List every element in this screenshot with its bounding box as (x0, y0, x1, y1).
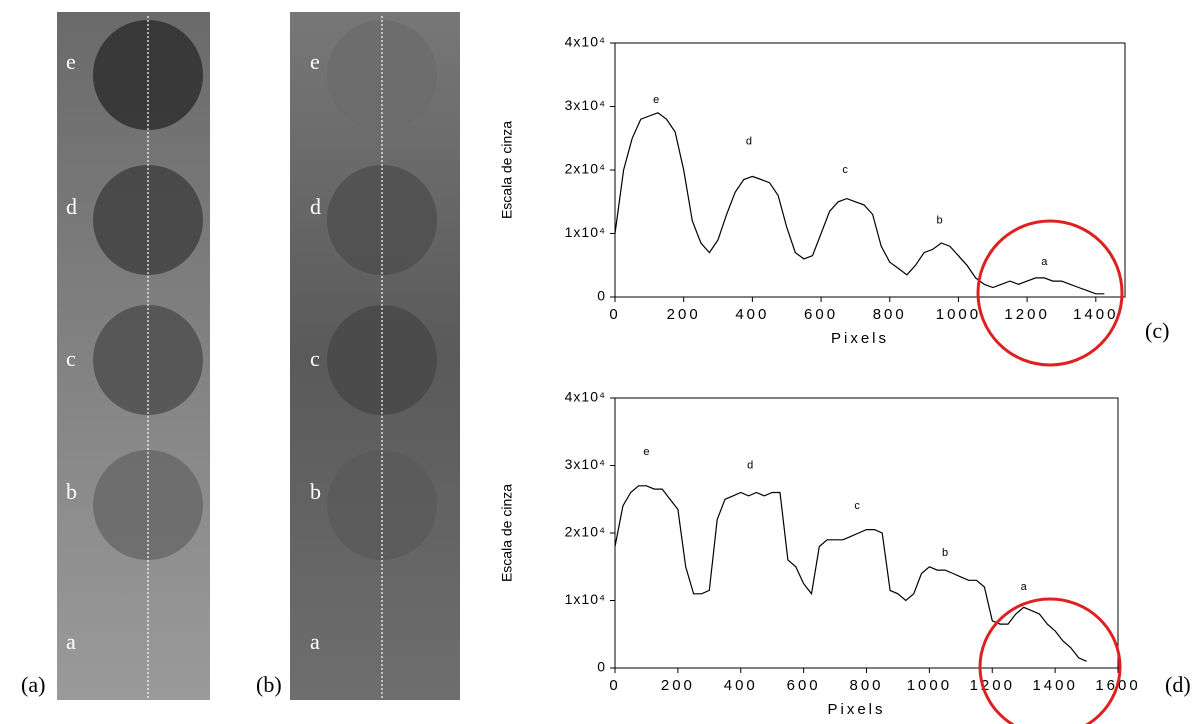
y-tick-label: 3x10⁴ (565, 456, 606, 472)
x-tick-label: 1200 (970, 677, 1015, 694)
spot-label: c (310, 346, 320, 371)
peak-label: d (747, 459, 753, 471)
y-axis-label: Escala de cinza (499, 484, 515, 582)
spot-label: a (66, 629, 76, 654)
peak-label: e (643, 446, 649, 458)
highlight-circle (978, 597, 1122, 724)
profile-line (614, 112, 1105, 295)
spot-label: d (310, 194, 321, 219)
x-tick-label: 1000 (907, 677, 952, 694)
profile-line (614, 485, 1087, 662)
peak-label: d (746, 135, 752, 147)
highlight-circle (976, 219, 1124, 367)
y-tick-label: 2x10⁴ (565, 524, 606, 540)
x-tick-label: 800 (849, 677, 883, 694)
peak-label: b (936, 215, 942, 227)
y-tick-label: 1x10⁴ (565, 591, 606, 607)
x-axis-label: Pixels (827, 701, 885, 718)
x-tick-label: 1000 (936, 306, 981, 323)
y-tick-label: 0 (597, 288, 606, 304)
plot-frame (614, 397, 1119, 669)
x-tick-label: 200 (661, 677, 695, 694)
x-tick-label: 800 (873, 306, 907, 323)
peak-label: c (854, 500, 860, 512)
panel-label: (d) (1165, 672, 1191, 697)
x-axis-label: Pixels (831, 330, 889, 347)
x-tick-label: 200 (667, 306, 701, 323)
x-tick-label: 400 (724, 677, 758, 694)
y-tick-label: 4x10⁴ (565, 389, 606, 405)
x-tick-label: 600 (787, 677, 821, 694)
panel-label: (a) (21, 672, 45, 697)
panel-label: (c) (1145, 318, 1169, 343)
x-tick-label: 0 (609, 677, 620, 694)
y-axis-label: Escala de cinza (499, 121, 515, 219)
x-tick-label: 400 (735, 306, 769, 323)
spot (93, 20, 203, 130)
peak-label: e (653, 94, 659, 106)
peak-label: a (1041, 256, 1048, 268)
y-tick-label: 0 (597, 659, 606, 675)
spot-label: e (310, 49, 320, 74)
y-tick-label: 4x10⁴ (565, 34, 606, 50)
x-tick-label: 600 (804, 306, 838, 323)
spot-label: a (310, 629, 320, 654)
spot-label: c (66, 346, 76, 371)
y-tick-label: 3x10⁴ (565, 97, 606, 113)
spot-label: b (310, 479, 321, 504)
x-tick-label: 1200 (1004, 306, 1049, 323)
y-tick-label: 2x10⁴ (565, 161, 606, 177)
x-tick-label: 1400 (1073, 306, 1118, 323)
peak-label: c (842, 164, 848, 176)
spot (327, 20, 437, 130)
spot-label: b (66, 479, 77, 504)
spot-label: e (66, 49, 76, 74)
x-tick-label: 1400 (1032, 677, 1077, 694)
panel-label: (b) (256, 672, 282, 697)
peak-label: b (942, 547, 948, 559)
peak-label: a (1021, 581, 1028, 593)
plot-frame (614, 42, 1126, 298)
spot-label: d (66, 194, 77, 219)
y-tick-label: 1x10⁴ (565, 224, 606, 240)
x-tick-label: 0 (609, 306, 620, 323)
